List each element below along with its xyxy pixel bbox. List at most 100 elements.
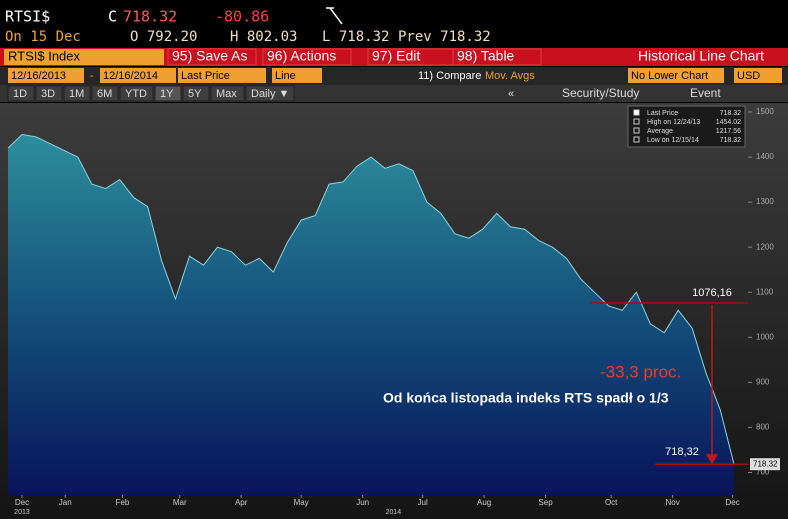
legend-name: High on 12/24/13 — [647, 119, 700, 126]
period-button[interactable] — [91, 85, 119, 102]
quote-field: Prev 718.32 — [398, 29, 491, 45]
x-tick-label: Oct — [605, 498, 618, 507]
y-tick-label: 800 — [756, 423, 770, 432]
legend-value: 1217.56 — [716, 128, 741, 135]
period-label[interactable]: 6M — [97, 88, 112, 100]
reference-label: 1076,16 — [692, 287, 732, 299]
legend-value: 718.32 — [720, 137, 742, 144]
y-tick-label: 1100 — [756, 287, 774, 296]
field-select[interactable] — [178, 68, 266, 83]
x-tick-label: Dec — [15, 498, 29, 507]
period-label[interactable]: YTD — [125, 88, 147, 100]
legend-swatch — [633, 109, 640, 116]
quote-field: On 15 Dec — [5, 29, 81, 45]
x-tick-label: Jan — [59, 498, 72, 507]
quote-field: O 792.20 — [130, 29, 197, 45]
quote-field: L 718.32 — [322, 29, 389, 45]
legend-value: 718.32 — [720, 110, 742, 117]
x-tick-label: Jul — [418, 498, 428, 507]
period-button[interactable] — [63, 85, 91, 102]
period-button[interactable] — [154, 85, 182, 102]
period-button[interactable] — [7, 85, 35, 102]
menu-button-label[interactable]: 97) Edit — [372, 48, 420, 64]
reference-label: 718,32 — [665, 446, 699, 458]
y-tick-label: 1200 — [756, 242, 774, 251]
period-button[interactable] — [119, 85, 154, 102]
lower-select[interactable] — [628, 68, 724, 83]
year-label: 2014 — [386, 509, 402, 516]
mov-avgs[interactable]: Mov. Avgs — [485, 70, 535, 82]
x-tick-label: Apr — [235, 498, 248, 507]
x-tick-label: Sep — [538, 498, 553, 507]
legend-name: Last Price — [647, 110, 678, 117]
y-tick-label: 1000 — [756, 332, 774, 341]
compare[interactable]: 11) Compare — [418, 70, 481, 82]
legend-swatch — [633, 136, 640, 143]
menu-button[interactable] — [167, 48, 257, 66]
x-tick-label: Feb — [116, 498, 130, 507]
start-date[interactable] — [8, 68, 84, 83]
period-label[interactable]: 1Y — [160, 88, 174, 100]
menu-button[interactable] — [452, 48, 542, 66]
menu-button[interactable] — [262, 48, 352, 66]
legend-swatch — [633, 127, 640, 134]
annotation: Od końca listopada indeks RTS spadł o 1/… — [383, 390, 669, 406]
date-dash: - — [90, 70, 94, 82]
year-label: 2013 — [14, 509, 30, 516]
x-tick-label: Nov — [665, 498, 679, 507]
y-tick-label: 1400 — [756, 152, 774, 161]
currency-select[interactable] — [734, 68, 782, 83]
last-value-label: 718.32 — [753, 459, 778, 468]
legend-swatch — [633, 118, 640, 125]
close-price: 718.32 — [123, 8, 177, 26]
price-line — [7, 133, 735, 465]
period-button[interactable] — [35, 85, 63, 102]
y-tick-label: 900 — [756, 377, 770, 386]
end-date-label[interactable]: 12/16/2014 — [103, 70, 158, 82]
security[interactable]: RTSI$ Index — [8, 48, 81, 63]
quote-field: H 802.03 — [230, 29, 297, 45]
x-tick-label: Dec — [726, 498, 740, 507]
last-value-box — [750, 458, 780, 471]
trend-icon — [329, 7, 343, 25]
study[interactable]: Security/Study — [562, 86, 639, 100]
x-tick-label: Jun — [356, 498, 369, 507]
period-button[interactable] — [182, 85, 210, 102]
menu-button-label[interactable]: 98) Table — [457, 48, 515, 64]
period-button[interactable] — [210, 85, 245, 102]
legend-box — [627, 105, 746, 148]
field-select-label[interactable]: Last Price — [181, 70, 230, 82]
price-area — [8, 134, 735, 495]
legend-value: 1454.02 — [716, 119, 741, 126]
security-box — [4, 49, 164, 65]
change: -80.86 — [215, 8, 269, 26]
drop-arrow-head — [706, 454, 718, 465]
change-annotation: -33,3 proc. — [600, 362, 681, 381]
period-label[interactable]: 1D — [13, 88, 27, 100]
currency-select-label[interactable]: USD — [737, 70, 760, 82]
start-date-label[interactable]: 12/16/2013 — [11, 70, 66, 82]
collapse[interactable]: « — [508, 88, 514, 100]
style-select-label[interactable]: Line — [275, 70, 296, 82]
y-tick-label: 1500 — [756, 107, 774, 116]
close-label: C — [108, 8, 117, 26]
lower-select-label[interactable]: No Lower Chart — [631, 70, 708, 82]
menu-button-label[interactable]: 95) Save As — [172, 48, 248, 64]
menu-button-label[interactable]: 96) Actions — [267, 48, 336, 64]
period-label[interactable]: Max — [216, 88, 237, 100]
y-tick-label: 700 — [756, 468, 770, 477]
period-label[interactable]: 5Y — [188, 88, 202, 100]
period-button[interactable] — [245, 85, 295, 102]
end-date[interactable] — [100, 68, 176, 83]
x-tick-label: Aug — [477, 498, 491, 507]
event[interactable]: Event — [690, 86, 721, 100]
period-label[interactable]: 3D — [41, 88, 55, 100]
period-label[interactable]: Daily ▼ — [251, 88, 289, 100]
x-tick-label: May — [294, 498, 309, 507]
legend-name: Average — [647, 128, 673, 135]
period-label[interactable]: 1M — [69, 88, 84, 100]
style-select[interactable] — [272, 68, 322, 83]
x-tick-label: Mar — [173, 498, 187, 507]
view-title: Historical Line Chart — [638, 48, 764, 64]
